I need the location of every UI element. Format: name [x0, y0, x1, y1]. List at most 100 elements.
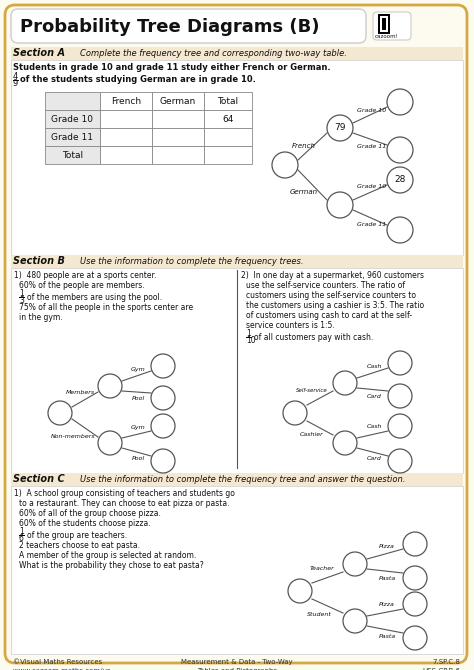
- Bar: [11, 47, 463, 60]
- Circle shape: [387, 167, 413, 193]
- Text: 9: 9: [13, 79, 18, 88]
- Circle shape: [403, 566, 427, 590]
- Text: Members: Members: [65, 389, 94, 395]
- Circle shape: [151, 414, 175, 438]
- Bar: [100, 110, 152, 128]
- Text: 1)  480 people are at a sports center.: 1) 480 people are at a sports center.: [14, 271, 156, 281]
- Text: What is the probability they chose to eat pasta?: What is the probability they chose to ea…: [19, 561, 204, 570]
- Text: of the members are using the pool.: of the members are using the pool.: [27, 293, 162, 302]
- Text: 60% of the students choose pizza.: 60% of the students choose pizza.: [19, 519, 151, 529]
- Circle shape: [388, 351, 412, 375]
- Bar: [100, 146, 152, 164]
- Circle shape: [388, 384, 412, 408]
- Circle shape: [48, 401, 72, 425]
- Circle shape: [403, 626, 427, 650]
- Circle shape: [288, 579, 312, 603]
- Text: Non-members: Non-members: [51, 433, 95, 438]
- Text: Card: Card: [366, 393, 382, 399]
- Circle shape: [98, 431, 122, 455]
- Text: Gym: Gym: [131, 425, 146, 429]
- Text: Pasta: Pasta: [378, 634, 396, 639]
- Bar: [152, 146, 204, 164]
- Text: 1)  A school group consisting of teachers and students go: 1) A school group consisting of teachers…: [14, 490, 235, 498]
- Bar: [11, 255, 463, 268]
- Bar: [11, 268, 463, 473]
- Text: customers using the self-service counters to: customers using the self-service counter…: [246, 291, 416, 301]
- Circle shape: [387, 89, 413, 115]
- Text: Section C: Section C: [13, 474, 64, 484]
- Text: Use the information to complete the frequency tree and answer the question.: Use the information to complete the freq…: [80, 475, 405, 484]
- Text: Pizza: Pizza: [379, 545, 395, 549]
- Circle shape: [343, 609, 367, 633]
- Text: Grade 10: Grade 10: [357, 107, 387, 113]
- Bar: [152, 128, 204, 146]
- Text: Grade 10: Grade 10: [52, 115, 93, 123]
- Bar: [100, 92, 152, 110]
- Text: Pool: Pool: [131, 397, 145, 401]
- Bar: [204, 110, 252, 128]
- Text: Section A: Section A: [13, 48, 65, 58]
- FancyBboxPatch shape: [11, 9, 366, 43]
- Circle shape: [403, 532, 427, 556]
- Bar: [45, 92, 100, 110]
- Text: 1: 1: [19, 527, 24, 536]
- Text: 10: 10: [246, 336, 255, 345]
- Circle shape: [343, 552, 367, 576]
- Text: Student: Student: [307, 612, 331, 616]
- Bar: [380, 16, 388, 32]
- Bar: [100, 128, 152, 146]
- FancyBboxPatch shape: [373, 12, 411, 40]
- Text: Card: Card: [366, 456, 382, 462]
- Text: 64: 64: [222, 115, 234, 123]
- Circle shape: [151, 449, 175, 473]
- Circle shape: [327, 192, 353, 218]
- Circle shape: [387, 137, 413, 163]
- Text: www.cazoom maths.com/us: www.cazoom maths.com/us: [13, 668, 110, 670]
- Text: 79: 79: [334, 123, 346, 133]
- Text: 1: 1: [19, 289, 24, 298]
- Text: 60% of the people are members.: 60% of the people are members.: [19, 281, 145, 291]
- Text: Tables and Pictographs: Tables and Pictographs: [197, 668, 277, 670]
- Circle shape: [151, 354, 175, 378]
- Text: Total: Total: [62, 151, 83, 159]
- Text: of all customers pay with cash.: of all customers pay with cash.: [254, 332, 373, 342]
- Text: in the gym.: in the gym.: [19, 312, 63, 322]
- Text: 7.SP.C.8: 7.SP.C.8: [432, 659, 460, 665]
- Text: Gym: Gym: [131, 366, 146, 371]
- Bar: [45, 110, 100, 128]
- Text: 2)  In one day at a supermarket, 960 customers: 2) In one day at a supermarket, 960 cust…: [241, 271, 424, 281]
- Text: of customers using cash to card at the self-: of customers using cash to card at the s…: [246, 312, 412, 320]
- Bar: [11, 60, 463, 255]
- Text: 2 teachers choose to eat pasta.: 2 teachers choose to eat pasta.: [19, 541, 140, 551]
- Text: Use the information to complete the frequency trees.: Use the information to complete the freq…: [80, 257, 303, 266]
- Circle shape: [151, 386, 175, 410]
- Circle shape: [327, 115, 353, 141]
- Bar: [152, 92, 204, 110]
- Text: 75% of all the people in the sports center are: 75% of all the people in the sports cent…: [19, 304, 193, 312]
- Circle shape: [283, 401, 307, 425]
- Text: Grade 10: Grade 10: [357, 184, 387, 188]
- Text: 4: 4: [13, 72, 18, 81]
- Text: Grade 11: Grade 11: [357, 143, 387, 149]
- Text: Complete the frequency tree and corresponding two-way table.: Complete the frequency tree and correspo…: [80, 49, 347, 58]
- Circle shape: [272, 152, 298, 178]
- Text: Grade 11: Grade 11: [52, 133, 93, 141]
- Text: ©Visual Maths Resources: ©Visual Maths Resources: [13, 659, 102, 665]
- Text: cazoom!: cazoom!: [375, 34, 399, 40]
- Text: German: German: [290, 189, 318, 195]
- Circle shape: [387, 217, 413, 243]
- Text: German: German: [160, 96, 196, 105]
- Circle shape: [333, 371, 357, 395]
- Bar: [204, 146, 252, 164]
- Text: to a restaurant. They can choose to eat pizza or pasta.: to a restaurant. They can choose to eat …: [19, 500, 229, 509]
- Text: A member of the group is selected at random.: A member of the group is selected at ran…: [19, 551, 196, 561]
- Text: 28: 28: [394, 176, 406, 184]
- Circle shape: [333, 431, 357, 455]
- Text: Probability Tree Diagrams (B): Probability Tree Diagrams (B): [20, 18, 319, 36]
- Text: Cashier: Cashier: [300, 433, 324, 438]
- Bar: [45, 146, 100, 164]
- Text: Self-service: Self-service: [296, 389, 328, 393]
- Text: 60% of all of the group choose pizza.: 60% of all of the group choose pizza.: [19, 509, 161, 519]
- Text: HSS-CP.B.6: HSS-CP.B.6: [422, 668, 460, 670]
- Bar: [378, 14, 390, 34]
